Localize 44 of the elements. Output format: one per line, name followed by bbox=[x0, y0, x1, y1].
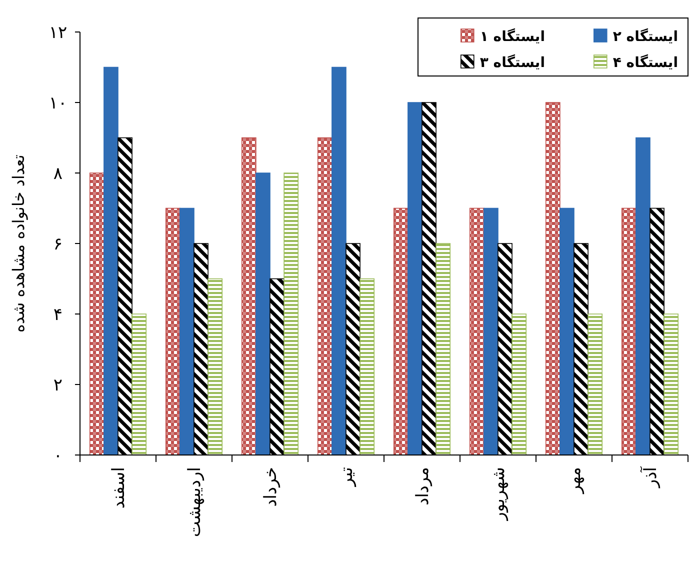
bar bbox=[165, 208, 180, 456]
x-tick-label: شهریور bbox=[489, 467, 509, 522]
bar bbox=[132, 314, 147, 456]
legend-label: ایستگاه ۲ bbox=[612, 28, 678, 45]
bar bbox=[284, 172, 299, 456]
y-tick-label: ۲ bbox=[53, 376, 63, 396]
y-tick-label: ۰ bbox=[53, 446, 63, 466]
bar bbox=[317, 137, 332, 456]
bar bbox=[393, 208, 408, 456]
bar bbox=[89, 172, 104, 456]
bar bbox=[512, 314, 527, 456]
y-tick-label: ۱۲ bbox=[48, 23, 68, 43]
x-tick-label: خرداد bbox=[261, 467, 281, 507]
legend-label: ایستگاه ۴ bbox=[612, 54, 678, 71]
bar bbox=[180, 208, 194, 456]
y-tick-label: ۴ bbox=[53, 305, 63, 325]
bar bbox=[664, 314, 679, 456]
y-tick-label: ۸ bbox=[53, 164, 63, 184]
bar bbox=[588, 314, 603, 456]
bar bbox=[241, 137, 256, 456]
bar bbox=[208, 278, 223, 456]
x-tick-label: اردیبهشت bbox=[185, 467, 205, 538]
x-tick-label: اسفند bbox=[109, 467, 129, 509]
x-tick-label: مهر bbox=[565, 467, 585, 494]
bar bbox=[408, 102, 422, 456]
bar bbox=[469, 208, 484, 456]
y-tick-label: ۱۰ bbox=[48, 94, 68, 114]
x-tick-label: تیر bbox=[337, 466, 357, 488]
x-tick-label: آذر bbox=[640, 466, 661, 489]
legend-label: ایستگاه ۳ bbox=[480, 54, 545, 71]
x-tick-label: مرداد bbox=[413, 467, 433, 506]
legend-label: ایستگاه ۱ bbox=[480, 28, 545, 45]
y-axis-title: تعداد خانواده مشاهده شده bbox=[9, 154, 28, 332]
bar bbox=[636, 137, 650, 456]
bar bbox=[256, 172, 270, 456]
bar bbox=[621, 208, 636, 456]
bar bbox=[332, 66, 346, 456]
bar bbox=[360, 278, 375, 456]
bar bbox=[484, 208, 498, 456]
bar bbox=[560, 208, 574, 456]
y-tick-label: ۶ bbox=[53, 234, 63, 254]
bar bbox=[436, 243, 451, 456]
bar bbox=[545, 102, 560, 456]
bar bbox=[104, 66, 118, 456]
